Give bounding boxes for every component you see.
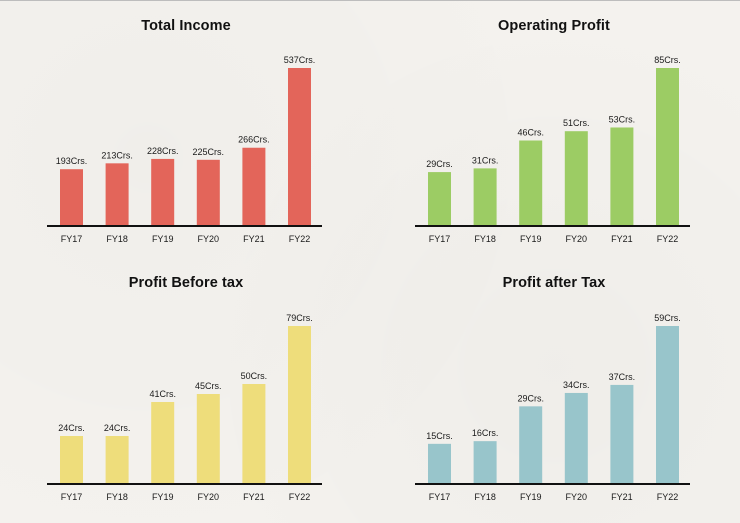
x-tick-label: FY22	[289, 492, 311, 502]
x-tick-label: FY17	[429, 492, 451, 502]
bar-fy21	[242, 147, 266, 226]
x-tick-label: FY22	[657, 492, 679, 502]
bar-fy20	[564, 392, 588, 484]
x-tick-label: FY22	[289, 234, 311, 244]
data-label: 51Crs.	[563, 118, 590, 128]
bar-fy22	[288, 326, 311, 484]
bar-fy20	[564, 131, 588, 226]
x-tick-label: FY17	[429, 234, 451, 244]
data-label: 59Crs.	[654, 313, 681, 323]
bar-fy20	[196, 394, 220, 484]
data-label: 31Crs.	[472, 155, 499, 165]
data-label: 24Crs.	[104, 423, 131, 433]
data-label: 29Crs.	[426, 159, 453, 169]
x-tick-label: FY20	[566, 492, 588, 502]
chart-title: Operating Profit	[498, 18, 610, 34]
data-label: 537Crs.	[284, 55, 316, 65]
x-tick-label: FY17	[61, 234, 83, 244]
x-tick-label: FY19	[152, 492, 174, 502]
data-label: 15Crs.	[426, 431, 453, 441]
x-tick-label: FY21	[611, 234, 633, 244]
chart-total-income: Total Income 193Crs. FY17 213Crs. FY18 228Cr…	[47, 15, 325, 251]
x-tick-label: FY20	[198, 492, 220, 502]
data-label: 85Crs.	[654, 55, 681, 65]
bar-fy19	[519, 406, 543, 484]
data-label: 16Crs.	[472, 428, 499, 438]
bar-fy18	[473, 441, 497, 484]
bar-fy20	[196, 159, 220, 226]
bar-fy19	[151, 158, 175, 226]
bar-fy19	[519, 140, 543, 226]
bar-fy21	[610, 384, 634, 484]
x-tick-label: FY21	[611, 492, 633, 502]
data-label: 266Crs.	[238, 135, 270, 145]
x-tick-label: FY21	[243, 234, 265, 244]
bar-fy17	[428, 443, 451, 484]
bar-fy21	[610, 127, 634, 226]
data-label: 213Crs.	[101, 150, 133, 160]
chart-profit-after-tax: Profit after Tax 15Crs. FY17 16Crs. FY18 29C…	[415, 273, 693, 509]
data-label: 46Crs.	[517, 127, 544, 137]
bar-fy22	[288, 68, 311, 226]
bar-fy22	[656, 68, 679, 226]
bar-fy18	[105, 163, 129, 226]
bar-chart-svg: 29Crs. FY17 31Crs. FY18 46Crs. FY19 51Crs. FY20…	[415, 55, 690, 244]
bar-fy18	[473, 168, 497, 226]
data-label: 34Crs.	[563, 380, 590, 390]
x-tick-label: FY20	[566, 234, 588, 244]
bar-chart-svg: 15Crs. FY17 16Crs. FY18 29Crs. FY19 34Crs. FY20…	[415, 313, 690, 502]
x-tick-label: FY18	[474, 234, 496, 244]
bar-fy22	[656, 326, 679, 484]
x-tick-label: FY19	[520, 492, 542, 502]
bar-fy17	[60, 169, 83, 226]
x-tick-label: FY18	[106, 492, 128, 502]
bar-fy18	[105, 436, 129, 484]
chart-title: Total Income	[141, 18, 231, 34]
x-tick-label: FY22	[657, 234, 679, 244]
chart-profit-before-tax: Profit Before tax 24Crs. FY17 24Crs. FY18 41…	[47, 273, 325, 509]
chart-title: Profit Before tax	[128, 275, 244, 291]
x-tick-label: FY20	[198, 234, 220, 244]
x-tick-label: FY19	[152, 234, 174, 244]
chart-operating-profit: Operating Profit 29Crs. FY17 31Crs. FY18 46C…	[415, 15, 693, 251]
data-label: 53Crs.	[609, 114, 636, 124]
data-label: 79Crs.	[286, 313, 313, 323]
bar-chart-svg: 193Crs. FY17 213Crs. FY18 228Crs. FY19 225Crs.…	[47, 55, 322, 244]
bar-fy19	[151, 402, 175, 484]
data-label: 24Crs.	[58, 423, 85, 433]
data-label: 45Crs.	[195, 381, 222, 391]
data-label: 37Crs.	[609, 372, 636, 382]
chart-title: Profit after Tax	[502, 275, 606, 291]
bar-chart-svg: 24Crs. FY17 24Crs. FY18 41Crs. FY19 45Crs. FY20…	[47, 313, 322, 502]
data-label: 29Crs.	[517, 393, 544, 403]
bar-fy21	[242, 384, 266, 484]
data-label: 193Crs.	[56, 156, 88, 166]
data-label: 225Crs.	[193, 147, 225, 157]
data-label: 50Crs.	[241, 371, 268, 381]
bar-fy17	[428, 172, 451, 226]
data-label: 41Crs.	[149, 389, 176, 399]
x-tick-label: FY19	[520, 234, 542, 244]
x-tick-label: FY18	[474, 492, 496, 502]
x-tick-label: FY21	[243, 492, 265, 502]
x-tick-label: FY17	[61, 492, 83, 502]
x-tick-label: FY18	[106, 234, 128, 244]
bar-fy17	[60, 436, 83, 484]
data-label: 228Crs.	[147, 146, 179, 156]
